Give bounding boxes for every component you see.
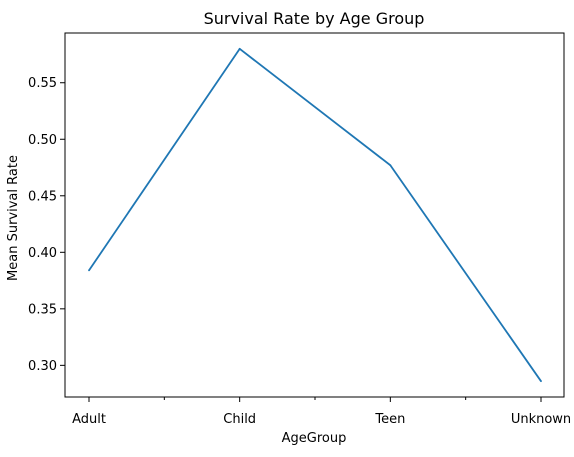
x-tick-label: Unknown [511, 412, 571, 427]
series-line [88, 47, 542, 382]
y-tick-label: 0.50 [28, 133, 57, 148]
chart-title: Survival Rate by Age Group [204, 9, 425, 28]
x-tick-label: Child [223, 412, 256, 427]
x-tick-label: Adult [72, 412, 106, 427]
data-point [540, 380, 542, 383]
y-tick-label: 0.30 [28, 359, 57, 374]
y-tick-label: 0.55 [28, 76, 57, 91]
data-point [238, 47, 241, 50]
y-tick-label: 0.40 [28, 246, 57, 261]
data-point [88, 269, 90, 272]
plot-frame [64, 32, 565, 398]
y-tick-label: 0.45 [28, 189, 57, 204]
y-tick-label: 0.35 [28, 302, 57, 317]
plot-area: Adult Child Teen Unknown 0.30 0.35 0.40 0.45 0.5… [28, 47, 571, 427]
x-axis-title: AgeGroup [282, 431, 347, 446]
x-tick-label: Teen [374, 412, 405, 427]
y-axis-title: Mean Survival Rate [6, 155, 21, 281]
data-point [389, 164, 392, 167]
